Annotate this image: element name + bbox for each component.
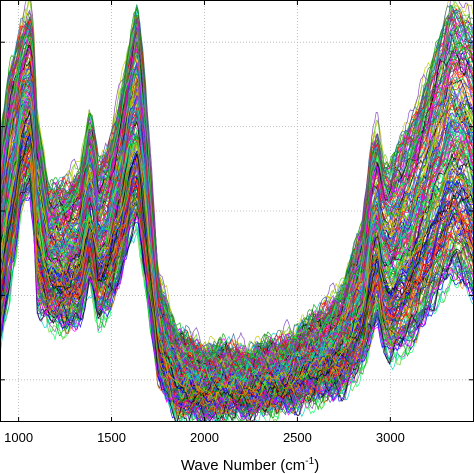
- spectrum-series-line: [0, 6, 474, 365]
- spectrum-series-line: [0, 154, 474, 417]
- x-axis-label-superscript: -1: [305, 456, 314, 467]
- spectrum-series-line: [0, 175, 474, 420]
- spectrum-series-line: [0, 143, 474, 409]
- spectrum-series-line: [0, 87, 474, 386]
- spectrum-series-line: [0, 30, 474, 372]
- spectrum-series-line: [0, 91, 474, 392]
- x-axis-label-text: Wave Number (cm: [181, 457, 305, 474]
- spectrum-series-line: [0, 128, 474, 405]
- spectrum-series-line: [0, 147, 473, 418]
- spectrum-series-line: [0, 95, 474, 393]
- spectrum-series-line: [0, 8, 474, 369]
- spectrum-series-line: [0, 87, 474, 393]
- spectrum-series-line: [0, 129, 473, 398]
- spectrum-series-line: [0, 195, 474, 422]
- x-tick-label: 1500: [97, 430, 126, 445]
- spectrum-series-line: [0, 123, 474, 401]
- spectrum-series-line: [0, 164, 474, 418]
- x-tick-label: 2000: [190, 430, 219, 445]
- spectrum-series-line: [0, 177, 474, 422]
- x-axis-label-close: ): [314, 457, 319, 474]
- series-group: [0, 0, 474, 422]
- x-tick-label: 1000: [4, 430, 33, 445]
- x-tick-label: 3000: [376, 430, 405, 445]
- x-tick-label: 2500: [283, 430, 312, 445]
- spectrum-series-line: [0, 165, 474, 417]
- spectrum-series-line: [0, 78, 474, 393]
- spectrum-series-line: [0, 36, 473, 373]
- spectrum-series-line: [0, 141, 474, 406]
- x-axis-label: Wave Number (cm-1): [181, 456, 319, 474]
- labels: 1000 1500 2000 2500 3000 Wave Number (cm-1): [4, 430, 405, 474]
- spectrum-series-line: [0, 154, 474, 412]
